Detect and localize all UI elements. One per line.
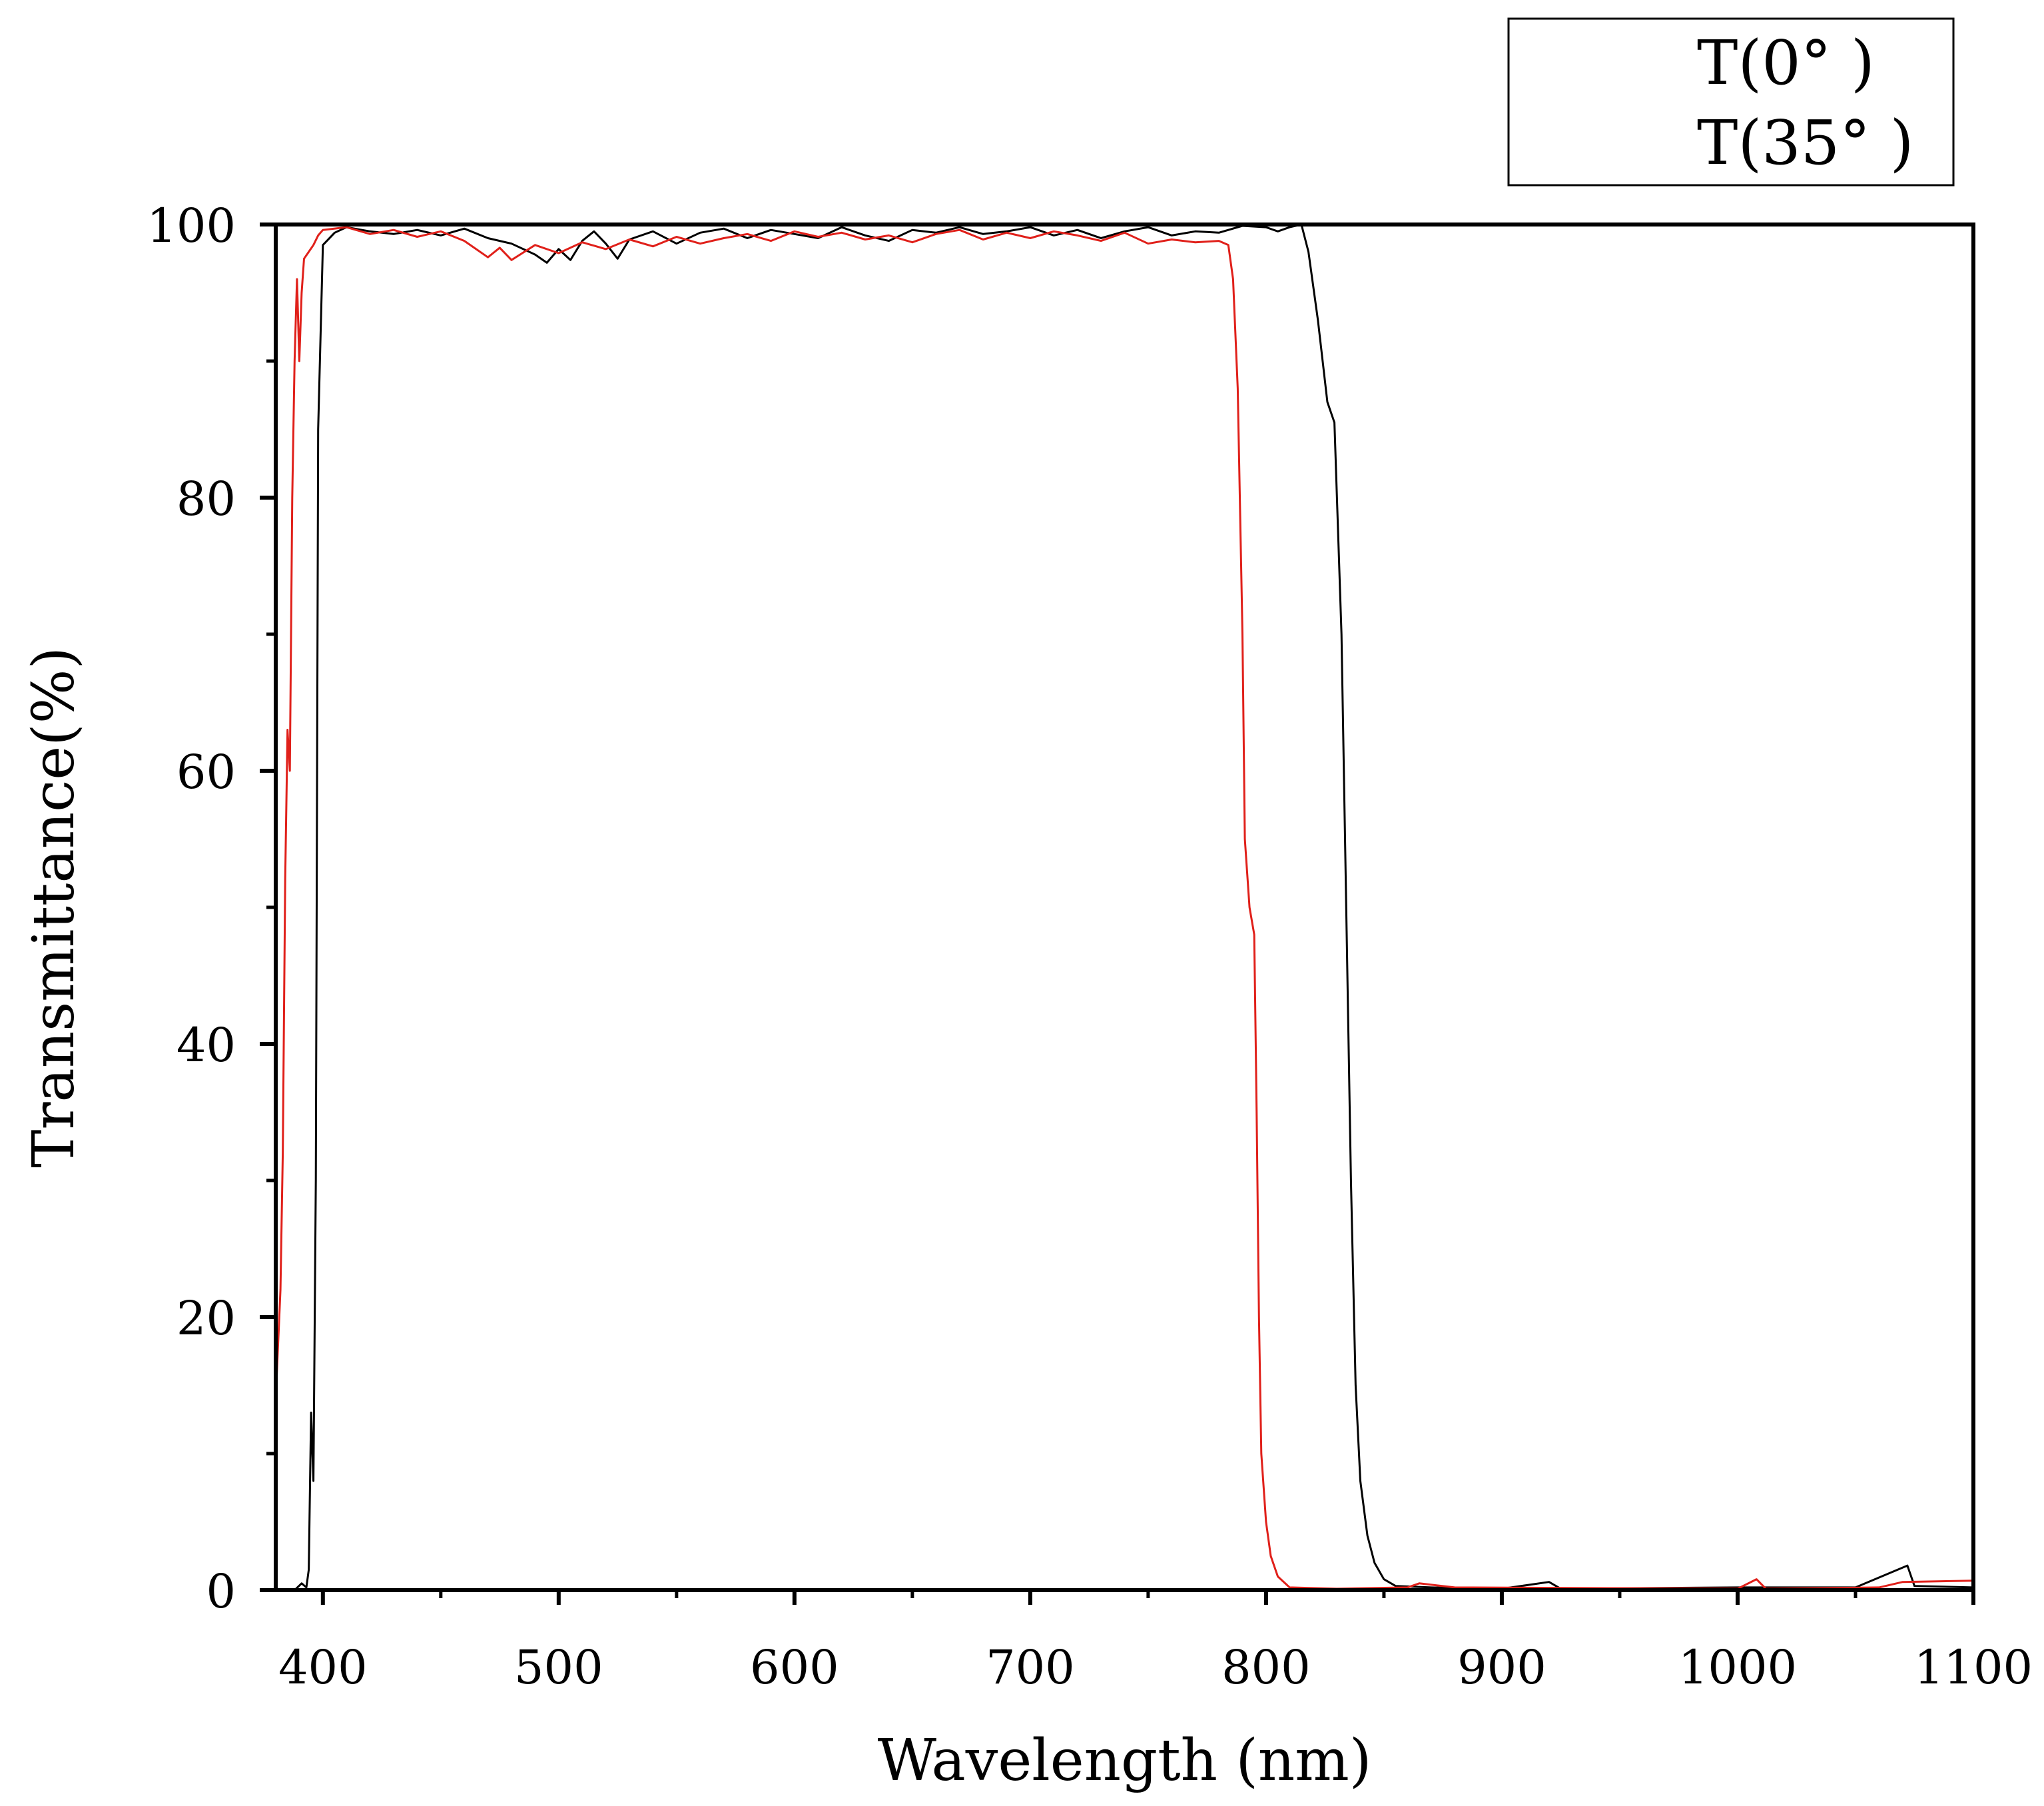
series-line-0	[276, 223, 1974, 1591]
legend-box	[1507, 17, 1955, 187]
x-tick-label-0: 400	[278, 1640, 368, 1695]
x-tick-label-2: 600	[750, 1640, 839, 1695]
x-tick-label-1: 500	[514, 1640, 603, 1695]
series-line-1	[274, 226, 1974, 1590]
x-tick-label-6: 1000	[1678, 1640, 1797, 1695]
y-tick-label-0: 0	[206, 1564, 236, 1619]
x-tick-label-3: 700	[986, 1640, 1075, 1695]
y-tick-label-3: 60	[176, 745, 236, 799]
y-axis-ticks: 0 20 40 60 80 100	[147, 199, 276, 1619]
x-tick-label-4: 800	[1221, 1640, 1311, 1695]
y-tick-label-1: 20	[176, 1291, 236, 1346]
legend-entry-1: T(35° )	[1697, 107, 1913, 179]
x-tick-label-5: 900	[1457, 1640, 1546, 1695]
legend-entry-0: T(0° )	[1697, 27, 1875, 99]
series-layer	[274, 223, 1974, 1591]
y-tick-label-5: 100	[147, 199, 236, 253]
legend: T(0° ) T(35° )	[1507, 17, 1955, 187]
y-tick-label-2: 40	[176, 1018, 236, 1073]
x-tick-label-7: 1100	[1914, 1640, 2033, 1695]
y-tick-label-4: 80	[176, 472, 236, 526]
x-axis-title: Wavelength (nm)	[878, 1727, 1372, 1794]
x-axis-ticks: 400 500 600 700 800 900 1000 1100	[278, 1590, 2033, 1695]
y-axis-title: Transmittance(%)	[21, 647, 87, 1168]
